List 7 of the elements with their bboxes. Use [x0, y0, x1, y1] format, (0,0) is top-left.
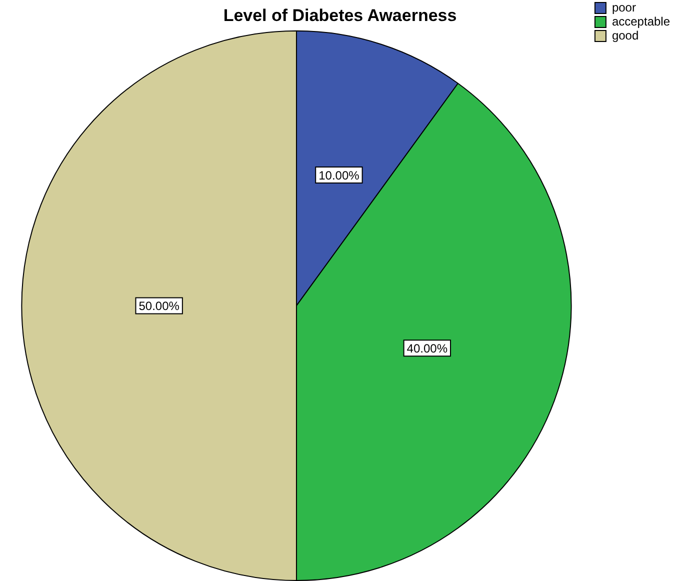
legend-label: poor [612, 0, 636, 14]
legend-label: acceptable [612, 14, 670, 28]
chart-title: Level of Diabetes Awaerness [223, 6, 457, 25]
data-label: 50.00% [138, 299, 180, 314]
legend-label: good [612, 28, 639, 42]
data-label: 10.00% [318, 168, 360, 182]
data-label: 40.00% [406, 341, 448, 356]
